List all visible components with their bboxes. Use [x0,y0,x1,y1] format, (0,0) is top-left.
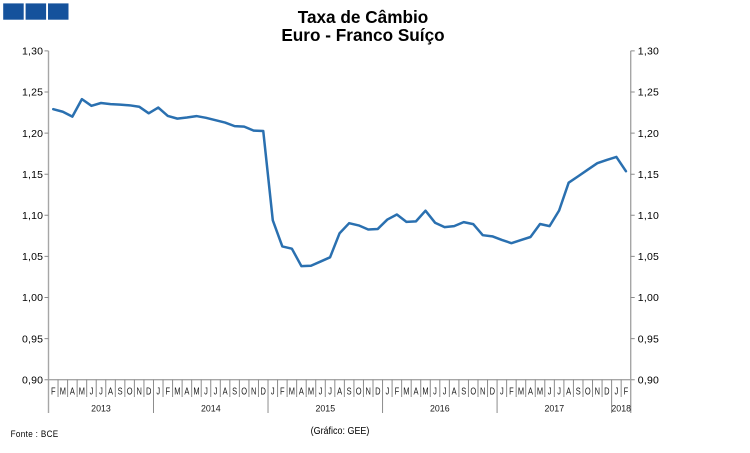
svg-text:M: M [60,385,66,396]
svg-text:F: F [280,385,285,396]
svg-text:D: D [490,385,496,396]
svg-text:M: M [79,385,85,396]
svg-text:O: O [241,385,247,396]
svg-text:O: O [356,385,362,396]
svg-text:M: M [422,385,428,396]
svg-text:J: J [328,385,332,396]
svg-text:1,00: 1,00 [22,292,43,304]
svg-text:F: F [166,385,171,396]
svg-text:1,00: 1,00 [638,292,659,304]
svg-text:D: D [375,385,381,396]
svg-text:J: J [615,385,619,396]
svg-text:0,90: 0,90 [638,374,659,386]
svg-text:N: N [136,385,141,396]
svg-text:J: J [548,385,552,396]
svg-text:F: F [395,385,400,396]
svg-text:S: S [347,385,352,396]
svg-text:O: O [127,385,133,396]
svg-text:1,30: 1,30 [22,46,43,58]
svg-text:A: A [108,385,114,396]
svg-text:J: J [385,385,389,396]
svg-text:M: M [403,385,409,396]
svg-text:0,95: 0,95 [22,333,43,345]
svg-text:1,25: 1,25 [22,87,43,99]
svg-text:S: S [461,385,466,396]
svg-text:A: A [70,385,76,396]
svg-text:M: M [193,385,199,396]
svg-text:A: A [223,385,229,396]
svg-text:Euro - Franco Suíço: Euro - Franco Suíço [281,25,444,45]
svg-text:J: J [99,385,103,396]
svg-text:J: J [500,385,504,396]
svg-text:O: O [585,385,591,396]
svg-text:D: D [261,385,267,396]
svg-text:A: A [413,385,419,396]
svg-text:1,15: 1,15 [22,169,43,181]
svg-text:N: N [251,385,256,396]
svg-text:1,05: 1,05 [22,251,43,263]
svg-text:2014: 2014 [201,403,221,413]
svg-text:1,20: 1,20 [22,128,43,140]
svg-text:M: M [308,385,314,396]
svg-text:1,30: 1,30 [638,46,659,58]
svg-text:M: M [289,385,295,396]
svg-text:J: J [156,385,160,396]
svg-text:1,25: 1,25 [638,87,659,99]
svg-text:J: J [443,385,447,396]
svg-text:2018: 2018 [611,403,631,413]
svg-text:2017: 2017 [544,403,564,413]
svg-text:Fonte : BCE: Fonte : BCE [11,428,59,439]
svg-text:A: A [566,385,572,396]
svg-text:(Gráfico: GEE): (Gráfico: GEE) [311,425,370,437]
svg-text:S: S [576,385,581,396]
svg-text:0,90: 0,90 [22,374,43,386]
svg-text:M: M [537,385,543,396]
svg-text:1,15: 1,15 [638,169,659,181]
svg-text:J: J [214,385,218,396]
svg-text:J: J [204,385,208,396]
svg-text:1,10: 1,10 [22,210,43,222]
svg-text:F: F [51,385,56,396]
svg-text:F: F [624,385,629,396]
svg-text:D: D [604,385,610,396]
svg-text:J: J [557,385,561,396]
svg-text:A: A [528,385,534,396]
svg-text:J: J [319,385,323,396]
svg-text:J: J [433,385,437,396]
svg-text:2015: 2015 [315,403,335,413]
svg-text:A: A [184,385,190,396]
svg-text:O: O [470,385,476,396]
svg-text:2016: 2016 [430,403,450,413]
svg-text:J: J [271,385,275,396]
svg-text:N: N [595,385,600,396]
svg-text:F: F [509,385,514,396]
svg-text:A: A [337,385,343,396]
svg-text:1,05: 1,05 [638,251,659,263]
svg-text:A: A [299,385,305,396]
svg-text:N: N [366,385,371,396]
svg-text:Taxa de Câmbio: Taxa de Câmbio [298,7,429,27]
svg-text:A: A [452,385,458,396]
svg-text:2013: 2013 [91,403,111,413]
svg-text:S: S [118,385,123,396]
svg-text:N: N [480,385,485,396]
svg-text:0,95: 0,95 [638,333,659,345]
svg-text:1,10: 1,10 [638,210,659,222]
svg-text:M: M [518,385,524,396]
svg-text:D: D [146,385,152,396]
svg-text:1,20: 1,20 [638,128,659,140]
svg-text:J: J [90,385,94,396]
svg-text:M: M [174,385,180,396]
svg-text:S: S [232,385,237,396]
